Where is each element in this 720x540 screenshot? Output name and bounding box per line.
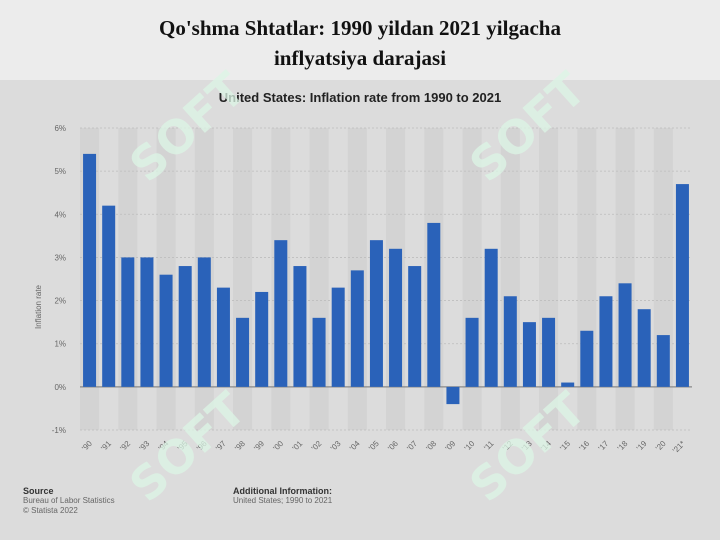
bar xyxy=(446,386,460,405)
bar xyxy=(369,240,383,387)
bar xyxy=(389,248,403,387)
x-tick-label: '19 xyxy=(635,439,649,453)
y-axis-label: Inflation rate xyxy=(34,284,43,329)
chart-title: United States: Inflation rate from 1990 … xyxy=(219,90,501,105)
x-tick-label: '99 xyxy=(252,439,266,453)
x-tick-label: '91 xyxy=(99,439,113,453)
bar xyxy=(236,317,250,387)
bar xyxy=(561,382,575,387)
additional-info-heading: Additional Information: xyxy=(233,486,332,496)
x-tick-label: '20 xyxy=(654,439,668,453)
bars xyxy=(83,153,689,405)
y-tick-label: 1% xyxy=(54,340,66,349)
bar xyxy=(580,330,594,387)
bar xyxy=(178,266,192,387)
bar xyxy=(293,266,307,387)
y-tick-label: 4% xyxy=(54,210,66,219)
bar xyxy=(216,287,230,387)
bar xyxy=(656,335,670,387)
x-tick-label: '18 xyxy=(616,439,630,453)
x-tick-label: '98 xyxy=(233,439,247,453)
source-heading: Source xyxy=(23,486,54,496)
bar xyxy=(618,283,632,387)
x-tick-label: '05 xyxy=(367,439,381,453)
bar xyxy=(197,257,211,387)
bar xyxy=(675,184,689,387)
x-tick-label: '07 xyxy=(405,439,419,453)
bar xyxy=(331,287,345,387)
bar xyxy=(637,309,651,387)
additional-info-line-1: United States; 1990 to 2021 xyxy=(233,496,333,505)
bar xyxy=(102,205,116,387)
bar xyxy=(599,296,613,387)
x-tick-label: '06 xyxy=(386,439,400,453)
x-tick-label: '10 xyxy=(463,439,477,453)
y-tick-label: -1% xyxy=(52,426,66,435)
x-tick-label: '90 xyxy=(80,439,94,453)
bar xyxy=(312,317,326,387)
bar xyxy=(350,270,364,387)
x-tick-label: '21* xyxy=(671,439,687,455)
source-block: Source Bureau of Labor Statistics © Stat… xyxy=(23,486,115,516)
slide-title-line-1: Qo'shma Shtatlar: 1990 yildan 2021 yilga… xyxy=(159,16,561,40)
bar xyxy=(522,322,536,387)
x-tick-label: '01 xyxy=(291,439,305,453)
additional-info-block: Additional Information: United States; 1… xyxy=(233,486,332,506)
x-tick-label: '16 xyxy=(577,439,591,453)
x-tick-label: '92 xyxy=(118,439,132,453)
x-tick-label: '04 xyxy=(348,439,362,453)
slide-title-line-2: inflyatsiya darajasi xyxy=(273,46,447,70)
y-tick-label: 2% xyxy=(54,297,66,306)
bar xyxy=(427,222,441,387)
bar xyxy=(484,248,498,387)
bar xyxy=(408,266,422,387)
y-tick-label: 0% xyxy=(54,383,66,392)
bar xyxy=(140,257,154,387)
bar xyxy=(121,257,135,387)
x-tick-label: '08 xyxy=(424,439,438,453)
slide-title: Qo'shma Shtatlar: 1990 yildan 2021 yilga… xyxy=(0,0,720,80)
bar xyxy=(83,153,97,387)
source-line-2: © Statista 2022 xyxy=(23,506,78,515)
x-tick-label: '03 xyxy=(329,439,343,453)
y-tick-label: 5% xyxy=(54,167,66,176)
inflation-bar-chart: United States: Inflation rate from 1990 … xyxy=(34,90,692,455)
source-line-1: Bureau of Labor Statistics xyxy=(23,496,115,505)
x-tick-label: '09 xyxy=(444,439,458,453)
x-tick-label: '02 xyxy=(310,439,324,453)
x-tick-label: '17 xyxy=(597,439,611,453)
bar xyxy=(159,274,173,387)
bar xyxy=(465,317,479,387)
y-tick-label: 3% xyxy=(54,253,66,262)
x-tick-label: '00 xyxy=(271,439,285,453)
bar xyxy=(542,317,556,387)
y-tick-label: 6% xyxy=(54,124,66,133)
bar xyxy=(503,296,517,387)
bar xyxy=(274,240,288,387)
bar xyxy=(255,291,269,387)
